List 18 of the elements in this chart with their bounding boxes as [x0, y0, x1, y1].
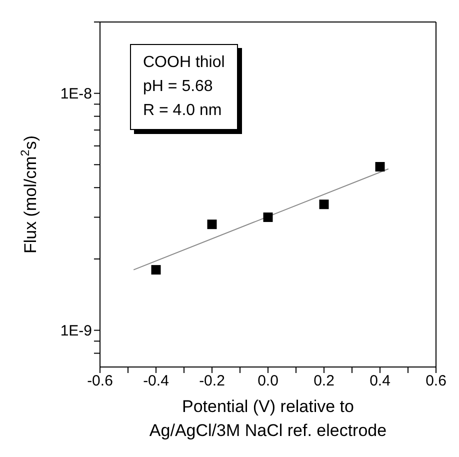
x-tick-label: 0.2: [314, 372, 334, 390]
x-tick-label: -0.6: [87, 372, 113, 390]
x-tick-label: -0.4: [143, 372, 169, 390]
x-tick-label: 0.4: [370, 372, 390, 390]
annotation: COOH thiol: [143, 53, 225, 73]
x-tick-label: 0.6: [426, 372, 446, 390]
annotation: pH = 5.68: [143, 77, 214, 97]
point: [375, 162, 385, 172]
x-tick-label: 0.0: [258, 372, 278, 390]
x-axis-title: Potential (V) relative to Ag/AgCl/3M NaCl ref. electrode: [149, 397, 387, 440]
point: [319, 200, 329, 210]
point: [151, 265, 161, 275]
point: [263, 212, 273, 222]
point: [207, 220, 217, 230]
annotation: R = 4.0 nm: [143, 101, 223, 121]
x-tick-label: -0.2: [199, 372, 225, 390]
y-tick-label: 1E-9: [60, 322, 92, 340]
y-tick-label: 1E-8: [60, 86, 92, 103]
